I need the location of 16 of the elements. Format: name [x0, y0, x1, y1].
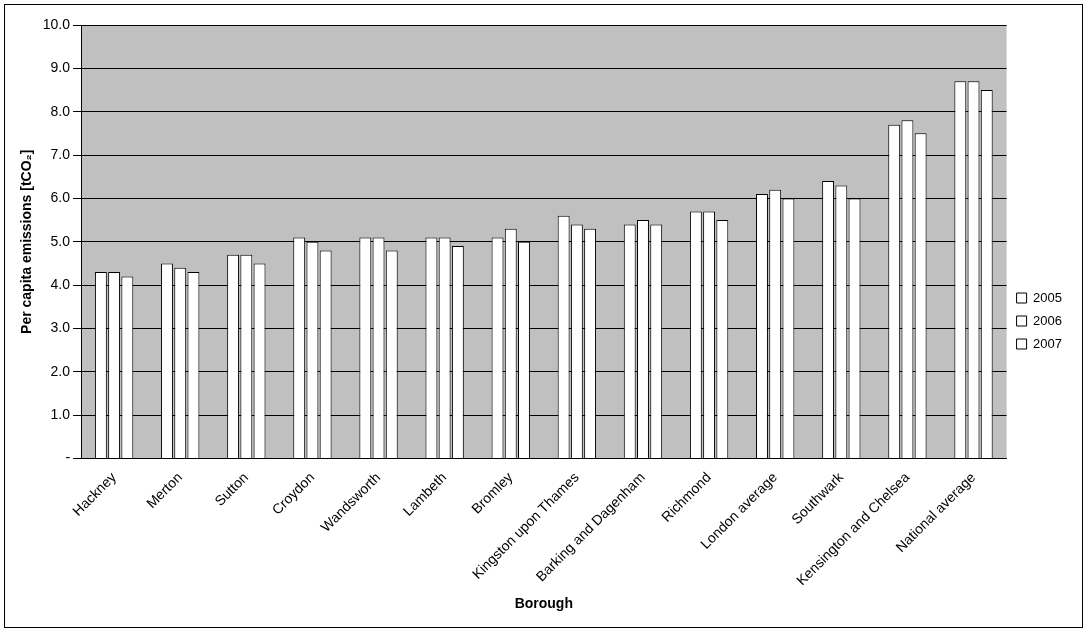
y-tick-label: 6.0: [50, 189, 71, 206]
x-axis-title: Borough: [514, 595, 573, 612]
y-tick-label: 9.0: [50, 59, 71, 76]
legend-label: 2005: [1033, 289, 1062, 305]
y-tick-label: 1.0: [50, 405, 71, 422]
y-tick-label: 2.0: [50, 362, 71, 379]
legend-label: 2007: [1033, 335, 1062, 351]
y-tick-label: 5.0: [50, 232, 71, 249]
y-tick-label: 3.0: [50, 319, 71, 336]
y-axis-title: Per capita emissions [tCO₂]: [18, 149, 35, 334]
y-tick-label: -: [65, 449, 71, 466]
y-tick-label: 4.0: [50, 275, 71, 292]
legend-label: 2006: [1033, 312, 1062, 328]
y-tick-label: 10.0: [42, 15, 71, 32]
y-tick-label: 7.0: [50, 145, 71, 162]
y-tick-label: 8.0: [50, 102, 71, 119]
